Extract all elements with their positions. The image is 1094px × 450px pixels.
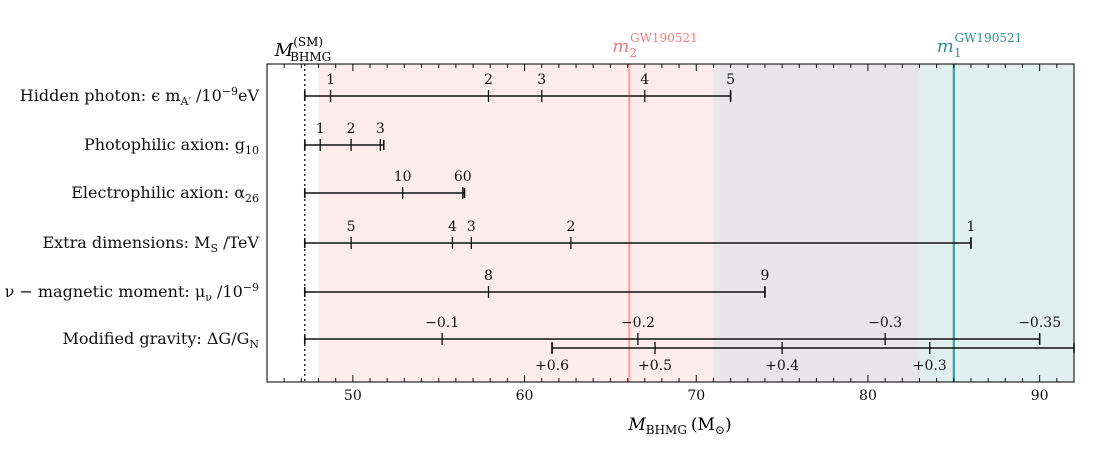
row-label: Hidden photon: ϵ mA′ /10−9eV xyxy=(20,85,260,108)
row-6-positive-point-label: +0.3 xyxy=(913,358,947,374)
row-label-tail: /10 xyxy=(191,86,222,105)
row-label-main: Electrophilic axion: α xyxy=(71,183,245,202)
row-label: Electrophilic axion: α26 xyxy=(71,183,259,205)
m1-label-main: m xyxy=(937,36,954,57)
sm-label-sub: BHMG xyxy=(290,50,331,64)
row-6-positive-point-label: +0.4 xyxy=(765,358,799,374)
row-1-point-label: 2 xyxy=(484,72,493,88)
row-label-sub: 26 xyxy=(245,192,259,205)
m1-label-sup: GW190521 xyxy=(955,31,1023,45)
row-2: Photophilic axion: g10 1 2 3 xyxy=(84,121,385,157)
row-label-end: eV xyxy=(238,86,259,105)
row-1-point-label: 5 xyxy=(726,72,735,88)
row-3-point-label: 10 xyxy=(394,169,412,185)
x-axis-label-sub: BHMG xyxy=(646,423,687,437)
x-axis-label-unit-sym: ⊙ xyxy=(715,423,725,437)
row-1-point-label: 1 xyxy=(326,72,335,88)
x-axis: 50 60 70 80 90 xyxy=(266,64,1075,404)
row-4: Extra dimensions: MS /TeV 5 4 3 2 1 xyxy=(42,219,975,255)
row-label-sub: S xyxy=(211,242,219,255)
row-4-point-label: 4 xyxy=(448,219,457,235)
row-label-main: Extra dimensions: M xyxy=(42,233,210,252)
x-axis-label: MBHMG (M⊙) xyxy=(627,415,731,437)
row-6: Modified gravity: ΔG/GN −0.1 −0.2 −0.3 −0.35… xyxy=(62,315,1075,374)
row-6-point-label: −0.2 xyxy=(621,315,655,331)
row-5: ν − magnetic moment: μν /10−9 8 9 xyxy=(5,268,770,304)
x-tick-label: 50 xyxy=(344,388,362,404)
row-label-tail: /10 xyxy=(212,282,243,301)
row-3: Electrophilic axion: α26 10 60 xyxy=(71,169,471,205)
row-6-point-label: −0.1 xyxy=(425,315,459,331)
m2-label-main: m xyxy=(612,36,629,57)
x-tick-label: 60 xyxy=(516,388,534,404)
x-axis-label-unit: (M xyxy=(691,415,715,435)
m2-label-sub: 2 xyxy=(629,46,637,60)
row-label-tail: /TeV xyxy=(218,233,259,252)
row-3-point-label: 60 xyxy=(454,169,472,185)
row-label-sup: −9 xyxy=(222,85,238,98)
region-teal xyxy=(919,64,1074,382)
x-tick-label: 90 xyxy=(1031,388,1049,404)
reference-labels: M(SM) BHMG m2GW190521 m1GW190521 xyxy=(274,31,1022,64)
row-1: Hidden photon: ϵ mA′ /10−9eV 1 2 3 4 5 xyxy=(20,72,735,108)
sm-label-main: M xyxy=(274,40,294,61)
row-6-point-label: −0.3 xyxy=(868,315,902,331)
x-axis-label-main: M xyxy=(627,415,646,435)
shaded-regions xyxy=(318,64,1074,382)
row-4-point-label: 3 xyxy=(467,219,476,235)
m2-reference-label: m2GW190521 xyxy=(612,31,697,60)
sm-label-sup: (SM) xyxy=(293,35,323,49)
plot-frame xyxy=(266,63,1075,383)
region-pink xyxy=(318,64,714,382)
x-tick-label: 70 xyxy=(687,388,705,404)
m1-reference-label: m1GW190521 xyxy=(937,31,1022,60)
row-4-point-label: 5 xyxy=(347,219,356,235)
x-axis-label-unit-close: ) xyxy=(725,415,732,435)
row-1-point-label: 4 xyxy=(640,72,649,88)
row-2-point-label: 2 xyxy=(347,121,356,137)
region-gray xyxy=(713,64,920,382)
row-label-main: ν − magnetic moment: μ xyxy=(5,282,206,301)
reference-lines xyxy=(304,64,955,382)
row-label-main: Photophilic axion: g xyxy=(84,135,245,154)
row-label-main: Modified gravity: ΔG/G xyxy=(62,329,249,348)
row-label-main: Hidden photon: ϵ m xyxy=(20,86,181,105)
row-4-point-label: 2 xyxy=(566,219,575,235)
row-label: Extra dimensions: MS /TeV xyxy=(42,233,259,255)
row-label: Photophilic axion: g10 xyxy=(84,135,259,157)
row-6-point-label: −0.35 xyxy=(1018,315,1061,331)
m2-label-sup: GW190521 xyxy=(630,31,698,45)
row-2-point-label: 3 xyxy=(376,121,385,137)
row-label-sub: ν xyxy=(205,291,212,304)
m1-label-sub: 1 xyxy=(954,46,962,60)
sm-reference-label: M(SM) BHMG xyxy=(274,35,331,64)
row-1-point-label: 3 xyxy=(537,72,546,88)
row-label-sub: 10 xyxy=(245,144,259,157)
row-6-positive-point-label: +0.5 xyxy=(638,358,672,374)
row-label-sup: −9 xyxy=(243,281,259,294)
row-4-point-label: 1 xyxy=(967,219,976,235)
row-5-point-label: 8 xyxy=(484,268,493,284)
row-5-point-label: 9 xyxy=(760,268,769,284)
row-label-sub: N xyxy=(249,338,259,351)
row-label: Modified gravity: ΔG/GN xyxy=(62,329,259,351)
x-tick-label: 80 xyxy=(859,388,877,404)
row-label-sub: A′ xyxy=(179,95,191,108)
row-label: ν − magnetic moment: μν /10−9 xyxy=(5,281,259,304)
row-2-point-label: 1 xyxy=(316,121,325,137)
row-6-positive-point-label: +0.6 xyxy=(535,358,569,374)
